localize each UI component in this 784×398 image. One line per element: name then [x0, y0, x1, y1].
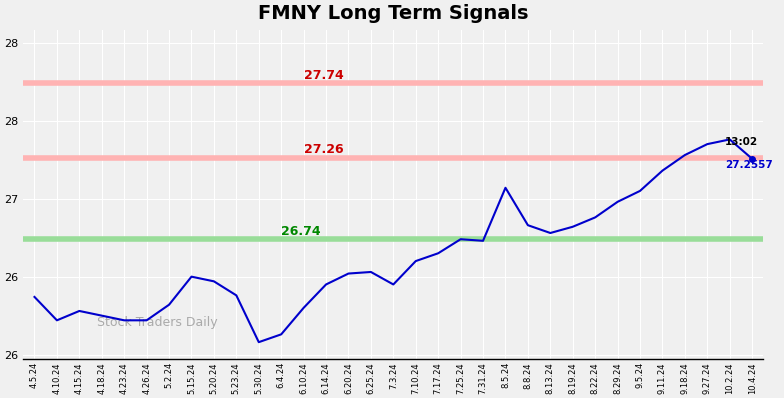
Text: 26.74: 26.74: [281, 224, 321, 238]
Text: 27.2557: 27.2557: [725, 160, 773, 170]
Title: FMNY Long Term Signals: FMNY Long Term Signals: [258, 4, 528, 23]
Text: Stock Traders Daily: Stock Traders Daily: [97, 316, 218, 330]
Text: 27.26: 27.26: [303, 143, 343, 156]
Text: 13:02: 13:02: [725, 137, 758, 147]
Text: 27.74: 27.74: [303, 68, 343, 82]
